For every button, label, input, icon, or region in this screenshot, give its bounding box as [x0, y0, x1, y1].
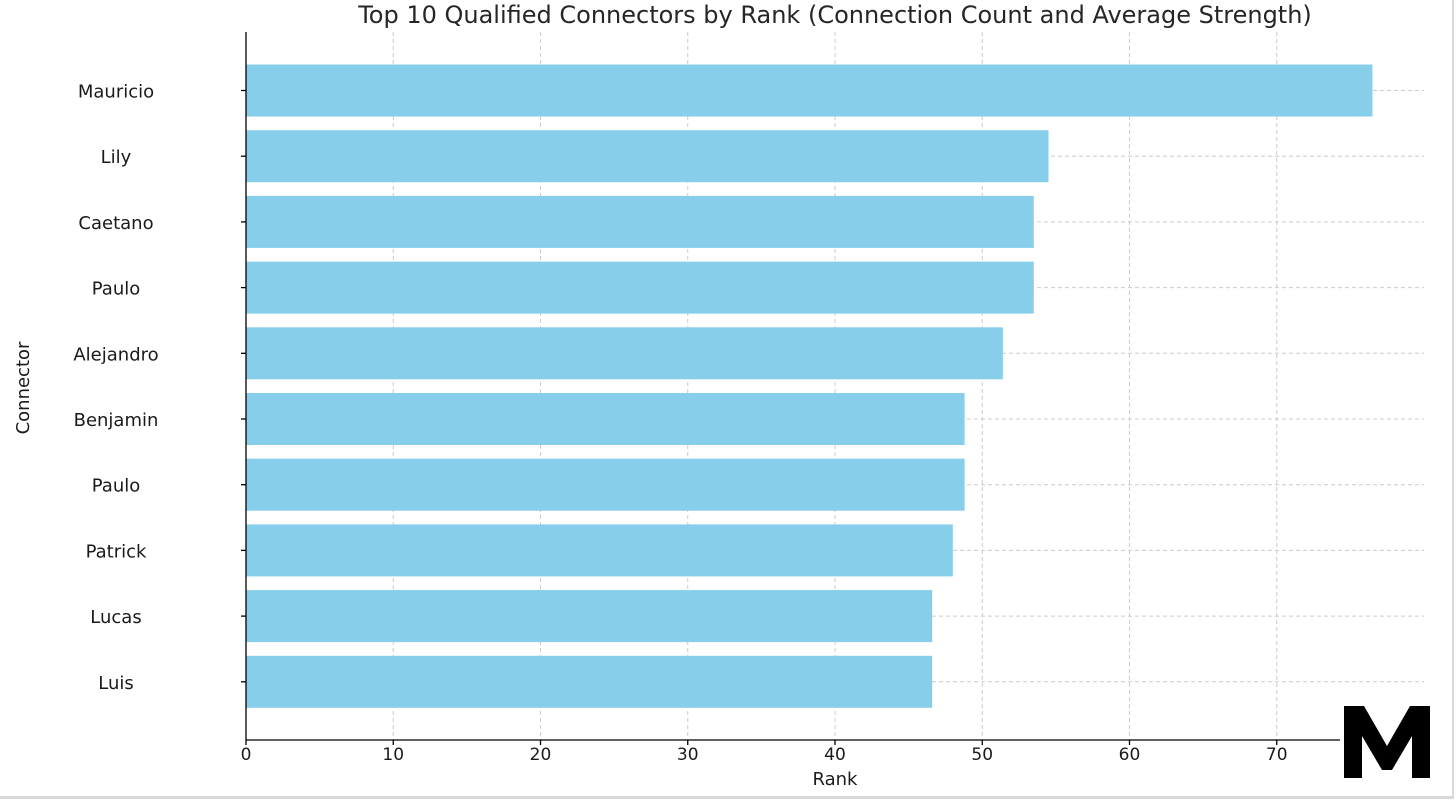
m-logo-icon [1344, 706, 1430, 778]
category-label: Benjamin [74, 410, 159, 431]
bar [246, 130, 1049, 183]
category-label: Mauricio [78, 82, 154, 103]
logo [1340, 698, 1434, 786]
bar [246, 655, 933, 708]
x-tick-label: 0 [241, 745, 252, 765]
bars [246, 64, 1373, 708]
x-tick-label: 70 [1266, 745, 1288, 765]
category-label: Paulo [92, 279, 141, 300]
x-tick-label: 50 [971, 745, 993, 765]
bar [246, 590, 933, 643]
chart-title: Top 10 Qualified Connectors by Rank (Con… [357, 1, 1312, 29]
bar [246, 393, 965, 445]
category-label: Caetano [78, 213, 153, 234]
bar [246, 327, 1003, 380]
bar [246, 458, 965, 511]
category-label: Paulo [92, 476, 141, 497]
x-axis-label: Rank [813, 769, 859, 790]
category-label: Alejandro [73, 344, 158, 365]
category-label: Patrick [86, 541, 147, 562]
x-tick-label: 10 [382, 745, 404, 765]
bar [246, 195, 1034, 248]
axes [241, 32, 1424, 745]
bar [246, 524, 953, 577]
labels: Mauricio Lily Caetano Paulo Alejandro Benjami… [73, 82, 1287, 766]
x-tick-label: 60 [1119, 745, 1141, 765]
category-label: Lucas [90, 607, 141, 628]
x-tick-label: 40 [824, 745, 846, 765]
x-tick-label: 30 [677, 745, 699, 765]
bar [246, 64, 1373, 117]
y-axis-label: Connector [13, 341, 34, 434]
x-tick-label: 20 [530, 745, 552, 765]
category-label: Lily [101, 147, 132, 168]
category-label: Luis [98, 673, 134, 694]
bar [246, 261, 1034, 314]
